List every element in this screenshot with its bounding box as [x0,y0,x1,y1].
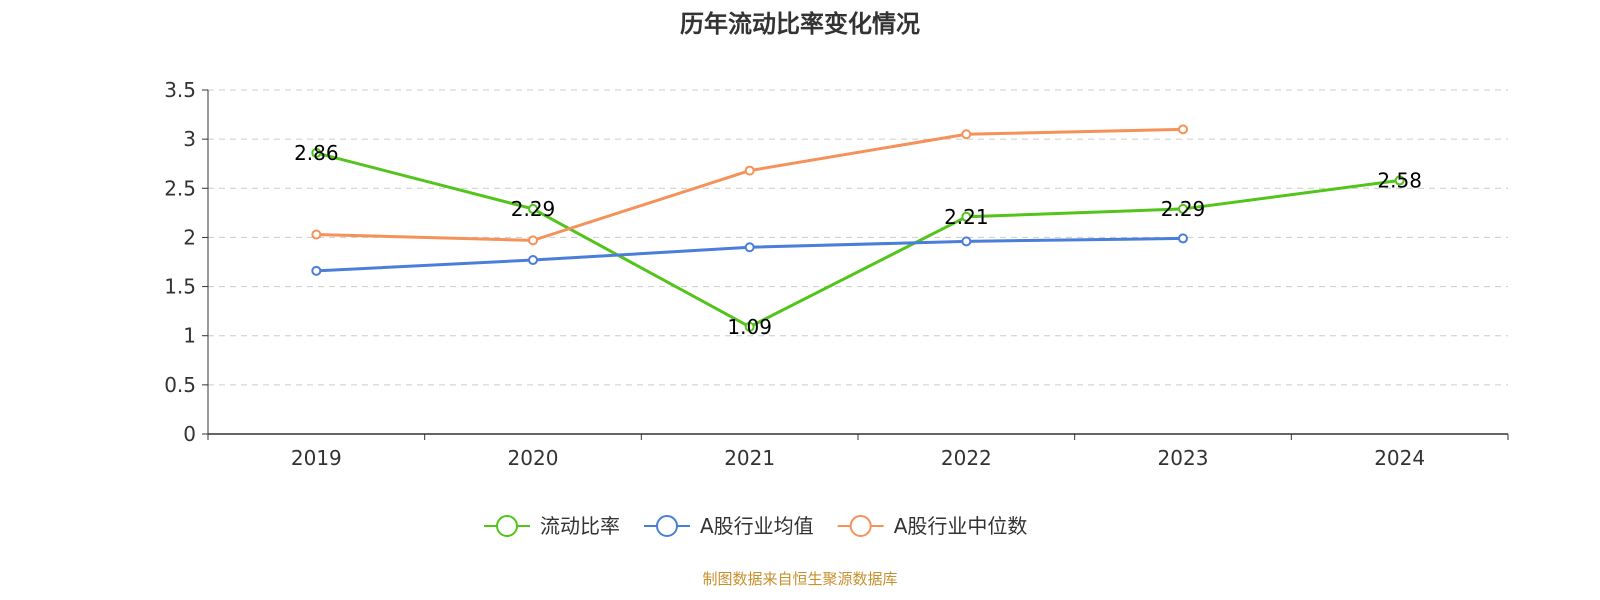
x-tick-label: 2019 [291,446,342,470]
series-line [316,127,1184,242]
y-tick-label: 3 [183,127,196,151]
series-line [315,151,1400,329]
x-tick-label: 2022 [941,446,992,470]
data-point[interactable] [744,321,755,332]
data-point[interactable] [528,235,538,246]
series-2 [311,124,1188,246]
legend: 流动比率 A股行业均值 A股行业中位数 [484,514,1027,538]
legend-marker [496,515,518,537]
data-point[interactable] [744,165,755,176]
x-tick-label: 2021 [724,446,775,470]
data-label: 1.09 [727,315,772,339]
legend-marker [849,515,872,537]
x-tick-label: 2023 [1158,446,1209,470]
data-label: 2.21 [944,205,989,229]
axes: 0 0.5 1 1.5 2 2.5 3 3.5 2019 2020 2021 2022 2023 2024 [164,78,1509,470]
data-point[interactable] [528,203,538,214]
x-tick-label: 2020 [508,446,559,470]
chart-title: 历年流动比率变化情况 [680,10,920,38]
data-point[interactable] [961,211,972,222]
x-tick-label: 2024 [1374,446,1425,470]
data-point[interactable] [1178,233,1188,244]
data-point[interactable] [744,242,755,253]
data-labels: 2.86 2.29 1.09 2.21 2.29 2.58 [294,141,1422,339]
data-label: 2.86 [294,141,339,165]
legend-item-0[interactable]: 流动比率 [484,514,620,538]
grid [208,89,1508,386]
series-1 [311,233,1188,276]
y-tick-label: 1 [183,324,196,348]
series-layer [311,124,1405,332]
legend-item-1[interactable]: A股行业均值 [644,514,814,538]
data-point[interactable] [311,229,322,240]
y-tick-label: 1.5 [164,275,196,299]
y-tick-label: 3.5 [164,78,196,102]
data-point[interactable] [528,255,538,266]
data-label: 2.29 [1161,197,1206,221]
legend-label: A股行业均值 [700,514,814,538]
y-tick-label: 2.5 [164,176,196,200]
data-label: 2.29 [511,197,556,221]
legend-item-2[interactable]: A股行业中位数 [837,514,1028,538]
y-tick-label: 0.5 [164,373,196,397]
data-point[interactable] [1178,203,1188,214]
series-0 [311,147,1405,332]
data-point[interactable] [1178,124,1188,135]
legend-label: A股行业中位数 [894,514,1028,538]
source-note: 制图数据来自恒生聚源数据库 [702,570,897,588]
data-point[interactable] [311,265,322,276]
data-point[interactable] [311,147,322,158]
legend-label: 流动比率 [540,514,620,538]
data-point[interactable] [961,129,972,140]
y-tick-label: 2 [183,225,196,249]
data-point[interactable] [961,236,972,247]
data-point[interactable] [1394,175,1405,186]
data-label: 2.58 [1377,168,1422,192]
legend-marker [656,515,678,537]
y-tick-label: 0 [183,422,196,446]
